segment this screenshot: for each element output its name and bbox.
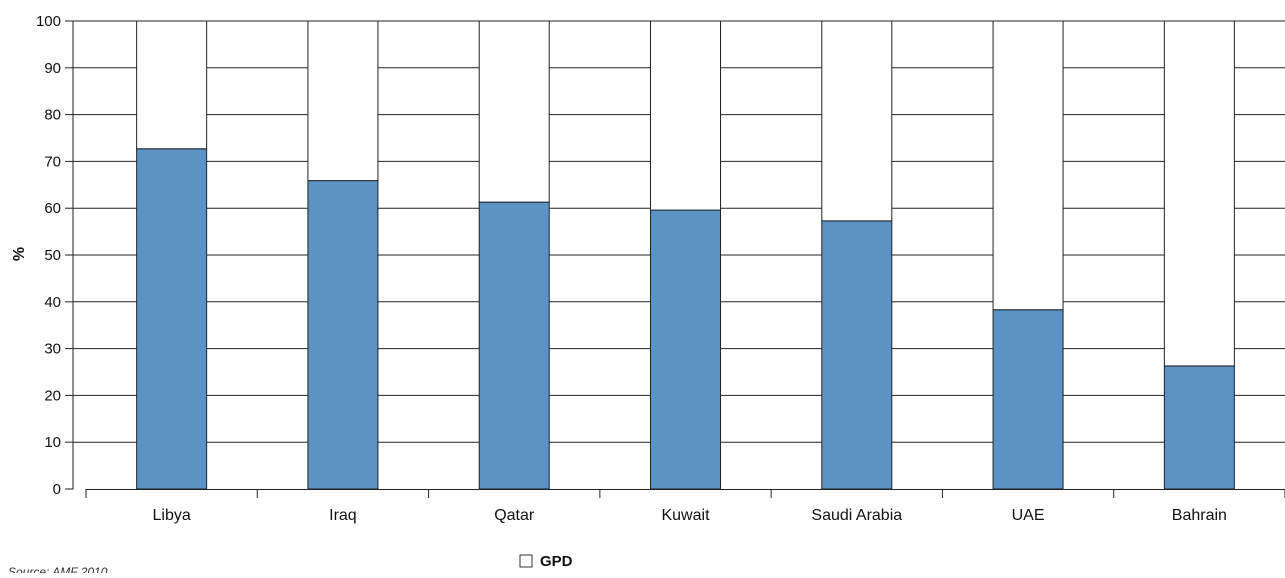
bar-segment-gpd <box>650 20 721 211</box>
legend-swatch-gpd <box>519 554 533 568</box>
y-tick-label: 80 <box>44 107 61 124</box>
axes <box>65 20 1285 498</box>
y-tick-label: 10 <box>44 434 61 451</box>
y-tick-label: 0 <box>53 481 61 498</box>
x-category-label: Kuwait <box>661 507 710 524</box>
bar-segment-gpd <box>136 20 208 150</box>
y-axis-label: % <box>11 247 28 261</box>
legend-label-gpd: GPD <box>540 553 573 570</box>
legend: GPD <box>519 553 573 570</box>
bar-segment-share <box>307 180 379 490</box>
x-category-label: UAE <box>1012 507 1045 524</box>
tick-labels: 0 10 20 30 40 50 60 70 80 90 100 Libya Iraq Qatar Kuwa… <box>36 13 1227 524</box>
y-tick-label: 20 <box>44 387 61 404</box>
bar-segment-gpd <box>1163 20 1235 367</box>
y-tick-label: 40 <box>44 294 61 311</box>
y-tick-label: 60 <box>44 200 61 217</box>
source-note: Source: AMF 2010 <box>8 565 108 573</box>
bar-segment-share <box>992 309 1064 490</box>
bar-segment-share <box>650 209 721 490</box>
bar-segment-gpd <box>478 20 550 203</box>
bar-segment-gpd <box>821 20 893 222</box>
y-tick-label: 100 <box>36 13 61 30</box>
x-category-label: Bahrain <box>1172 507 1227 524</box>
x-category-label: Qatar <box>494 507 535 524</box>
bar-segment-share <box>478 201 550 490</box>
y-tick-label: 30 <box>44 341 61 358</box>
x-category-label: Iraq <box>329 507 357 524</box>
y-tick-label: 50 <box>44 247 61 264</box>
bar-segment-gpd <box>307 20 379 182</box>
y-tick-label: 70 <box>44 153 61 170</box>
y-tick-label: 90 <box>44 60 61 77</box>
x-category-label: Saudi Arabia <box>811 507 902 524</box>
bar-segment-gpd <box>992 20 1064 311</box>
bar-segment-share <box>1163 365 1235 490</box>
bar-segment-share <box>821 220 893 490</box>
x-category-label: Libya <box>153 507 191 524</box>
bar-segment-share <box>136 148 208 490</box>
